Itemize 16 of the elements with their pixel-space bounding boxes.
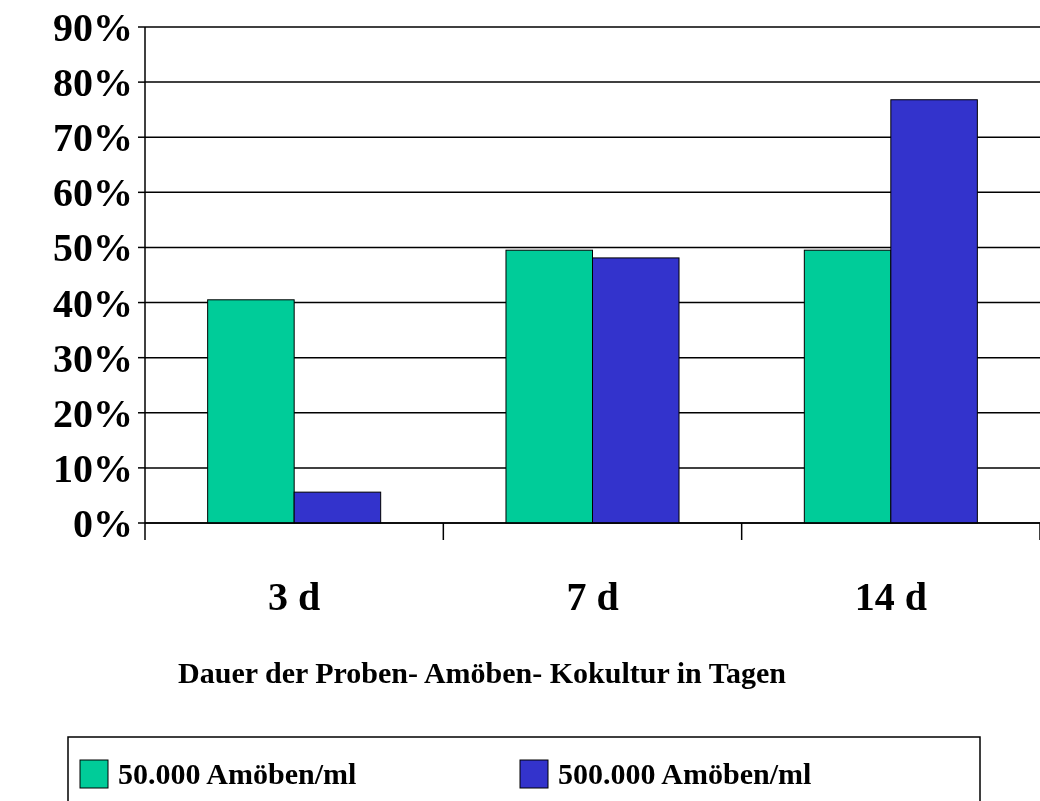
x-axis-title: Dauer der Proben- Amöben- Kokultur in Tagen: [178, 656, 787, 689]
y-tick-label: 30%: [53, 335, 133, 381]
legend-label: 500.000 Amöben/ml: [558, 757, 812, 790]
y-tick-label: 40%: [53, 280, 133, 326]
y-tick-label: 70%: [53, 115, 133, 161]
y-tick-label: 50%: [53, 225, 133, 271]
x-tick-label: 14 d: [854, 574, 927, 619]
y-tick-label: 10%: [53, 445, 133, 491]
legend-label: 50.000 Amöben/ml: [118, 757, 357, 790]
y-tick-label: 0%: [73, 501, 133, 546]
y-tick-label: 90%: [53, 5, 133, 50]
x-tick-label: 7 d: [566, 574, 619, 619]
y-tick-label: 80%: [53, 60, 133, 106]
x-tick-label: 3 d: [268, 574, 321, 619]
y-tick-label: 60%: [53, 170, 133, 216]
y-tick-label: 20%: [53, 390, 133, 436]
